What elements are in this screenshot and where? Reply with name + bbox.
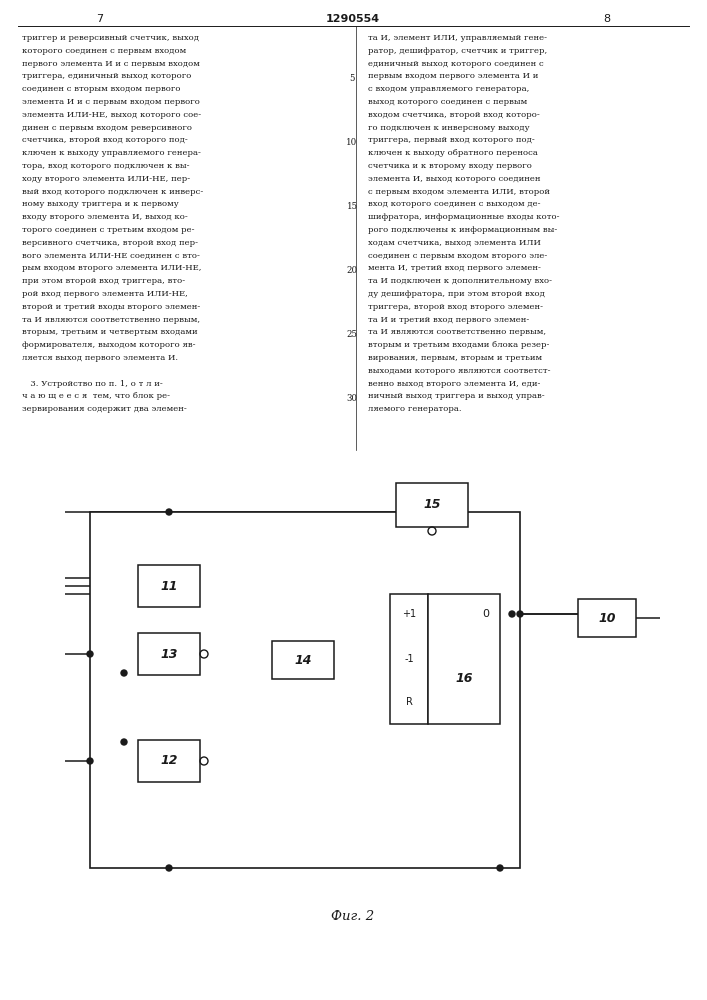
Text: которого соединен с первым входом: которого соединен с первым входом [22,47,186,55]
Text: формирователя, выходом которого яв-: формирователя, выходом которого яв- [22,341,196,349]
Text: ключен к выходу управляемого генера-: ключен к выходу управляемого генера- [22,149,201,157]
Text: ничный выход триггера и выход управ-: ничный выход триггера и выход управ- [368,392,544,400]
Text: 20: 20 [346,266,358,275]
Text: ходу второго элемента ИЛИ-НЕ, пер-: ходу второго элемента ИЛИ-НЕ, пер- [22,175,190,183]
Bar [390,594,428,724]
Circle shape [166,865,172,871]
Circle shape [166,509,172,515]
Text: вого элемента ИЛИ-НЕ соединен с вто-: вого элемента ИЛИ-НЕ соединен с вто- [22,252,200,260]
Text: элемента И, выход которого соединен: элемента И, выход которого соединен [368,175,540,183]
Bar [578,599,636,637]
Text: ляется выход первого элемента И.: ляется выход первого элемента И. [22,354,178,362]
Text: 12: 12 [160,754,177,768]
Text: триггер и реверсивный счетчик, выход: триггер и реверсивный счетчик, выход [22,34,199,42]
Text: версивного счетчика, второй вход пер-: версивного счетчика, второй вход пер- [22,239,198,247]
Text: первого элемента И и с первым входом: первого элемента И и с первым входом [22,60,200,68]
Text: элемента ИЛИ-НЕ, выход которого сое-: элемента ИЛИ-НЕ, выход которого сое- [22,111,201,119]
Circle shape [87,651,93,657]
Circle shape [121,670,127,676]
Text: 16: 16 [455,672,473,685]
Text: 5: 5 [349,74,355,83]
Text: вирования, первым, вторым и третьим: вирования, первым, вторым и третьим [368,354,542,362]
Text: та И, элемент ИЛИ, управляемый гене-: та И, элемент ИЛИ, управляемый гене- [368,34,547,42]
Text: вторым, третьим и четвертым входами: вторым, третьим и четвертым входами [22,328,198,336]
Text: 10: 10 [346,138,358,147]
Text: с входом управляемого генератора,: с входом управляемого генератора, [368,85,530,93]
Text: ходам счетчика, выход элемента ИЛИ: ходам счетчика, выход элемента ИЛИ [368,239,541,247]
Bar [138,565,200,607]
Text: 7: 7 [96,14,103,24]
Text: шифратора, информационные входы кото-: шифратора, информационные входы кото- [368,213,559,221]
Bar [428,594,500,724]
Bar [90,512,520,868]
Text: вторым и третьим входами блока резер-: вторым и третьим входами блока резер- [368,341,549,349]
Text: триггера, единичный выход которого: триггера, единичный выход которого [22,72,192,80]
Text: -1: -1 [404,654,414,664]
Text: венно выход второго элемента И, еди-: венно выход второго элемента И, еди- [368,380,540,388]
Text: выход которого соединен с первым: выход которого соединен с первым [368,98,527,106]
Text: счетчика и к второму входу первого: счетчика и к второму входу первого [368,162,532,170]
Text: зервирования содержит два элемен-: зервирования содержит два элемен- [22,405,187,413]
Text: счетчика, второй вход которого под-: счетчика, второй вход которого под- [22,136,188,144]
Text: динен с первым входом реверсивного: динен с первым входом реверсивного [22,124,192,132]
Text: та И являются соответственно первым,: та И являются соответственно первым, [368,328,546,336]
Bar [396,483,468,527]
Text: рого подключены к информационным вы-: рого подключены к информационным вы- [368,226,557,234]
Text: 0: 0 [482,609,489,619]
Text: 8: 8 [604,14,611,24]
Text: 1290554: 1290554 [326,14,380,24]
Text: го подключен к инверсному выходу: го подключен к инверсному выходу [368,124,530,132]
Text: ду дешифратора, при этом второй вход: ду дешифратора, при этом второй вход [368,290,545,298]
Text: триггера, первый вход которого под-: триггера, первый вход которого под- [368,136,534,144]
Text: элемента И и с первым входом первого: элемента И и с первым входом первого [22,98,200,106]
Bar [138,740,200,782]
Text: 10: 10 [598,611,616,624]
Text: ному выходу триггера и к первому: ному выходу триггера и к первому [22,200,179,208]
Text: рой вход первого элемента ИЛИ-НЕ,: рой вход первого элемента ИЛИ-НЕ, [22,290,188,298]
Circle shape [509,611,515,617]
Text: ляемого генератора.: ляемого генератора. [368,405,462,413]
Text: вход которого соединен с выходом де-: вход которого соединен с выходом де- [368,200,540,208]
Circle shape [121,739,127,745]
Bar [272,641,334,679]
Text: R: R [406,697,412,707]
Text: тора, вход которого подключен к вы-: тора, вход которого подключен к вы- [22,162,189,170]
Text: 11: 11 [160,580,177,592]
Text: выходами которого являются соответст-: выходами которого являются соответст- [368,367,551,375]
Bar [138,633,200,675]
Text: единичный выход которого соединен с: единичный выход которого соединен с [368,60,544,68]
Text: 13: 13 [160,648,177,660]
Text: торого соединен с третьим входом ре-: торого соединен с третьим входом ре- [22,226,194,234]
Text: мента И, третий вход первого элемен-: мента И, третий вход первого элемен- [368,264,541,272]
Text: триггера, второй вход второго элемен-: триггера, второй вход второго элемен- [368,303,543,311]
Text: соединен с первым входом второго эле-: соединен с первым входом второго эле- [368,252,547,260]
Text: ратор, дешифратор, счетчик и триггер,: ратор, дешифратор, счетчик и триггер, [368,47,547,55]
Text: 30: 30 [346,394,358,403]
Text: входом счетчика, второй вход которо-: входом счетчика, второй вход которо- [368,111,539,119]
Text: 3. Устройство по п. 1, о т л и-: 3. Устройство по п. 1, о т л и- [22,380,163,388]
Text: 14: 14 [294,654,312,666]
Text: та И являются соответственно первым,: та И являются соответственно первым, [22,316,200,324]
Circle shape [87,758,93,764]
Circle shape [497,865,503,871]
Text: та И и третий вход первого элемен-: та И и третий вход первого элемен- [368,316,530,324]
Text: 15: 15 [423,498,440,512]
Text: с первым входом элемента ИЛИ, второй: с первым входом элемента ИЛИ, второй [368,188,550,196]
Text: первым входом первого элемента И и: первым входом первого элемента И и [368,72,538,80]
Text: Фиг. 2: Фиг. 2 [332,910,375,923]
Text: 15: 15 [346,202,358,211]
Text: 25: 25 [346,330,358,339]
Text: рым входом второго элемента ИЛИ-НЕ,: рым входом второго элемента ИЛИ-НЕ, [22,264,201,272]
Text: вый вход которого подключен к инверс-: вый вход которого подключен к инверс- [22,188,203,196]
Text: второй и третий входы второго элемен-: второй и третий входы второго элемен- [22,303,200,311]
Text: ч а ю щ е е с я  тем, что блок ре-: ч а ю щ е е с я тем, что блок ре- [22,392,170,400]
Text: соединен с вторым входом первого: соединен с вторым входом первого [22,85,180,93]
Text: та И подключен к дополнительному вхо-: та И подключен к дополнительному вхо- [368,277,552,285]
Text: +1: +1 [402,609,416,619]
Text: при этом второй вход триггера, вто-: при этом второй вход триггера, вто- [22,277,185,285]
Text: ключен к выходу обратного переноса: ключен к выходу обратного переноса [368,149,538,157]
Text: входу второго элемента И, выход ко-: входу второго элемента И, выход ко- [22,213,188,221]
Circle shape [517,611,523,617]
